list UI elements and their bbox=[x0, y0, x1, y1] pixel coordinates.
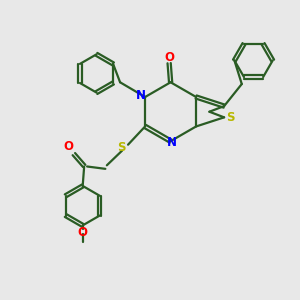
Text: N: N bbox=[136, 89, 146, 102]
Text: O: O bbox=[77, 226, 87, 239]
Text: S: S bbox=[226, 111, 235, 124]
Text: O: O bbox=[164, 51, 174, 64]
Text: S: S bbox=[117, 141, 125, 154]
Text: O: O bbox=[63, 140, 73, 153]
Text: N: N bbox=[167, 136, 177, 149]
